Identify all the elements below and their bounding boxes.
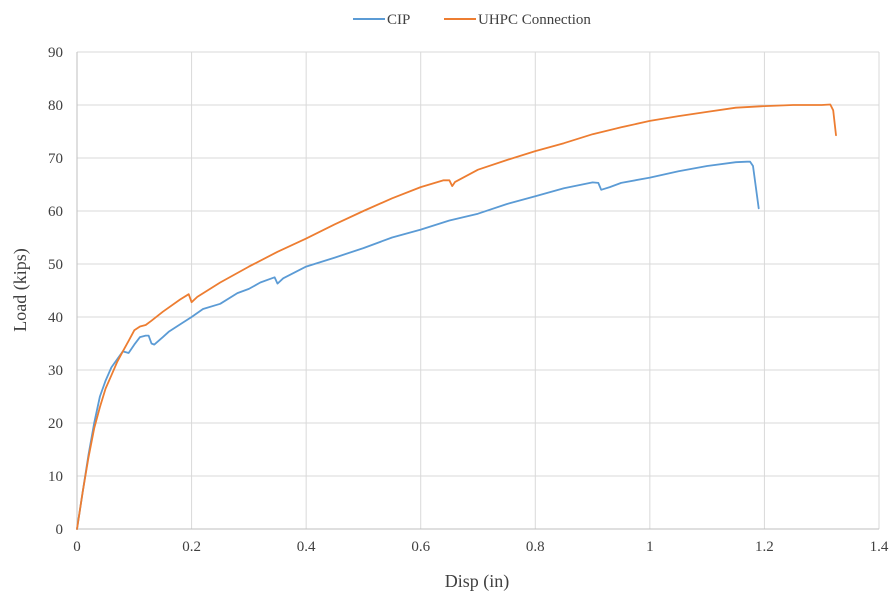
x-tick-label: 1 bbox=[646, 539, 654, 555]
y-tick-label: 60 bbox=[48, 204, 63, 220]
tick-labels: 0 0.2 0.4 0.6 0.8 1 1.2 1.4 0 10 20 30 40 50 60 70 80 90 bbox=[48, 45, 889, 555]
y-tick-label: 90 bbox=[48, 45, 63, 61]
y-tick-label: 10 bbox=[48, 469, 63, 485]
y-tick-label: 50 bbox=[48, 257, 63, 273]
x-tick-label: 0.6 bbox=[411, 539, 430, 555]
y-tick-label: 40 bbox=[48, 310, 63, 326]
gridlines bbox=[77, 51, 880, 529]
x-axis-title: Disp (in) bbox=[445, 571, 510, 592]
y-tick-label: 20 bbox=[48, 416, 63, 432]
x-tick-label: 0.2 bbox=[182, 539, 201, 555]
y-tick-label: 30 bbox=[48, 363, 63, 379]
series-line-cip bbox=[76, 160, 760, 530]
x-tick-label: 0 bbox=[73, 539, 81, 555]
x-tick-label: 1.2 bbox=[755, 539, 774, 555]
x-tick-label: 1.4 bbox=[870, 539, 889, 555]
axes bbox=[76, 52, 879, 530]
x-tick-label: 0.8 bbox=[526, 539, 545, 555]
legend-label-uhpc-connection: UHPC Connection bbox=[478, 12, 591, 28]
series-line-uhpc-connection bbox=[76, 103, 837, 530]
y-axis-title: Load (kips) bbox=[10, 248, 31, 331]
y-tick-label: 80 bbox=[48, 98, 63, 114]
y-tick-label: 70 bbox=[48, 151, 63, 167]
legend-label-cip: CIP bbox=[387, 12, 410, 28]
y-tick-label: 0 bbox=[56, 522, 64, 538]
series-lines bbox=[76, 103, 837, 530]
legend: CIP UHPC Connection bbox=[353, 12, 591, 28]
x-tick-label: 0.4 bbox=[297, 539, 316, 555]
